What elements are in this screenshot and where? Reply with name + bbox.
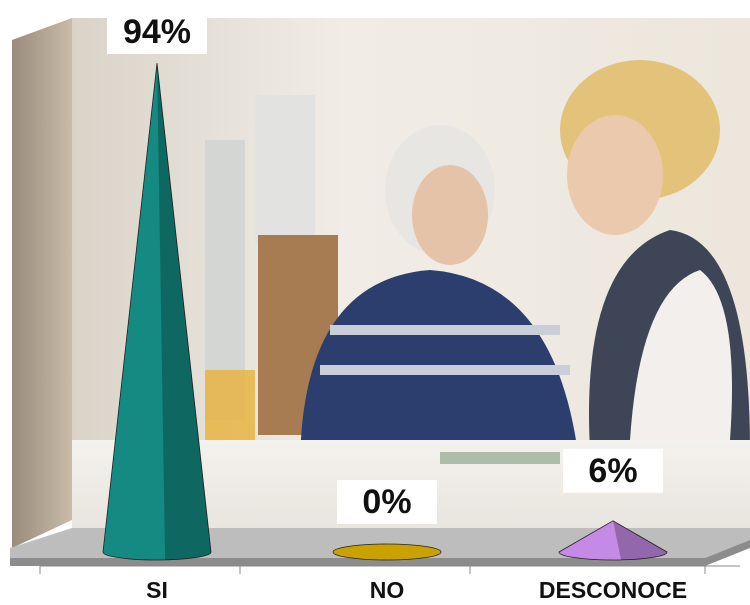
- value-label-box: [563, 448, 663, 493]
- value-label: 6%: [588, 452, 637, 490]
- value-label: 94%: [123, 13, 191, 51]
- cone-shade: [157, 63, 212, 560]
- floor-edge: [10, 540, 750, 566]
- value-label-box: [337, 480, 437, 524]
- cone: [558, 520, 668, 561]
- value-label-box: [107, 10, 207, 54]
- x-tick-label: SI: [146, 577, 168, 603]
- cone: [332, 543, 442, 561]
- x-tick-label: DESCONOCE: [539, 577, 687, 603]
- x-tick-label: NO: [370, 577, 405, 603]
- x-ticks: [39, 566, 706, 574]
- cone: [102, 63, 212, 561]
- value-label: 0%: [362, 483, 411, 521]
- cone-shade: [613, 520, 668, 560]
